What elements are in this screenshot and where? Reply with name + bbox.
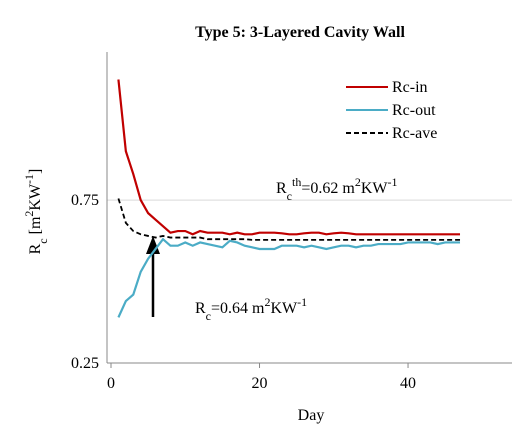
- text-part: -1: [387, 175, 397, 189]
- annotation: Rc=0.64 m2KW-1: [195, 295, 307, 323]
- text-part: 2: [264, 295, 270, 309]
- y-axis-label: Rc [m2KW-1]: [22, 169, 50, 255]
- legend-label: Rc-out: [392, 102, 436, 119]
- text-part: R: [27, 243, 44, 254]
- x-tick-label: 20: [252, 375, 268, 392]
- text-part: -1: [297, 295, 307, 309]
- x-tick-label: 0: [107, 375, 115, 392]
- text-part: c: [36, 238, 50, 243]
- text-part: KW: [27, 183, 44, 211]
- y-tick-label: 0.25: [71, 355, 99, 372]
- annotation: Rcth=0.62 m2KW-1: [276, 175, 397, 203]
- series-line: [117, 237, 461, 318]
- text-part: =0.62 m: [301, 180, 355, 197]
- text-part: [m: [27, 216, 44, 238]
- text-part: ]: [27, 169, 44, 174]
- series-line: [117, 79, 461, 236]
- text-part: KW: [361, 180, 389, 197]
- text-part: R: [276, 180, 287, 197]
- legend-label: Rc-ave: [392, 125, 437, 142]
- arrow: [146, 236, 160, 317]
- text-part: =0.64 m: [211, 300, 265, 317]
- x-axis-label: Day: [298, 407, 325, 424]
- text-part: c: [206, 309, 211, 323]
- text-part: th: [292, 175, 301, 189]
- text-part: 2: [22, 211, 36, 217]
- text-part: R: [195, 300, 206, 317]
- legend-label: Rc-in: [392, 79, 428, 96]
- text-part: 2: [355, 175, 361, 189]
- x-tick-label: 40: [400, 375, 416, 392]
- text-part: -1: [22, 174, 36, 184]
- text-part: KW: [270, 300, 298, 317]
- y-tick-label: 0.75: [71, 192, 99, 209]
- series-line: [117, 198, 461, 241]
- chart-title: Type 5: 3-Layered Cavity Wall: [195, 24, 405, 41]
- text-part: c: [287, 189, 292, 203]
